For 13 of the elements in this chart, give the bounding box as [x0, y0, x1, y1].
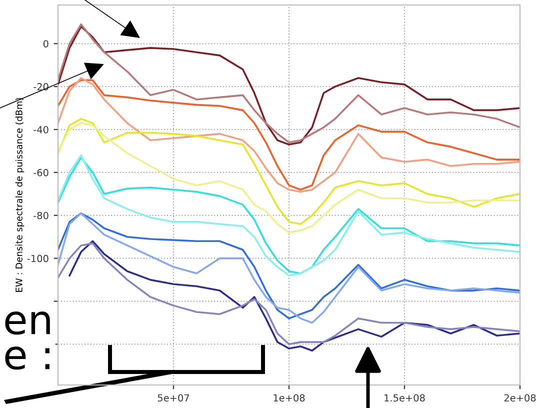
x-tick-label: 2e+08	[504, 394, 536, 402]
y-tick-label: -60	[34, 168, 48, 176]
y-axis-title: EW : Densite spectrale de puissance (dBm)	[15, 98, 24, 292]
y-tick-label: -80	[34, 212, 48, 220]
text: e :	[5, 346, 50, 370]
y-tick-label: -40	[34, 126, 48, 134]
x-tick-label: 5e+07	[158, 394, 190, 402]
x-tick-label: 1.5e+08	[384, 394, 425, 402]
y-tick-label: -100	[27, 254, 48, 262]
y-tick-label: 0	[43, 40, 48, 48]
y-tick-label: -20	[34, 83, 48, 90]
x-tick-label: 1e+08	[274, 394, 305, 402]
text: en	[5, 312, 50, 335]
